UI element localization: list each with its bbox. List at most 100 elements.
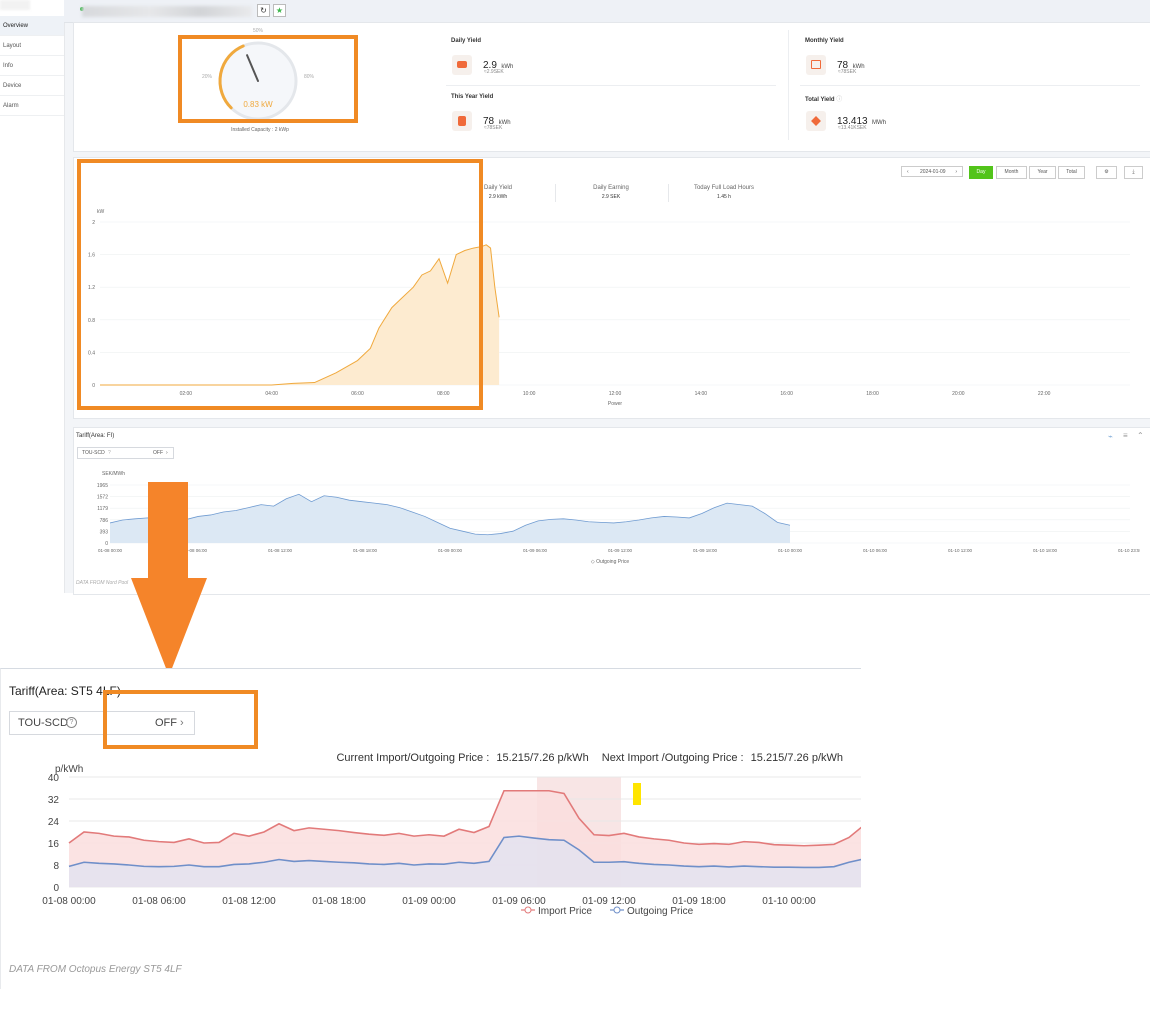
x-tick-label: 01-08 18:00 — [353, 548, 378, 553]
power-gauge: 50% 20% 80% 0.83 kW — [202, 28, 315, 121]
help-icon[interactable]: ? — [66, 717, 77, 728]
y-axis-label: kW — [97, 209, 105, 215]
y-tick-label: 8 — [53, 861, 59, 872]
sidebar-item-info[interactable]: Info — [0, 56, 64, 76]
logo — [0, 0, 30, 10]
sidebar-item-layout[interactable]: Layout — [0, 36, 64, 56]
outgoing-area — [69, 836, 861, 887]
gauge-tick-50: 50% — [253, 28, 264, 34]
series-line-outgoing — [68, 835, 861, 869]
list-icon[interactable]: ≡ — [1123, 431, 1128, 440]
kpi-divider — [446, 85, 776, 86]
total-button[interactable]: Total — [1058, 166, 1085, 179]
y-tick-label: 0 — [92, 383, 95, 389]
y-tick-label: 786 — [100, 518, 109, 524]
help-icon: ? — [108, 450, 111, 456]
date-value: 2024-01-09 — [920, 169, 946, 175]
y-tick-label: 0 — [105, 541, 108, 547]
x-tick-label: 06:00 — [351, 391, 364, 397]
price-summary: Current Import/Outgoing Price : 15.215/7… — [336, 752, 843, 764]
x-tick-label: 20:00 — [952, 391, 965, 397]
date-picker[interactable]: ‹ 2024-01-09 › — [901, 166, 963, 177]
daily-yield-value-wrap: 2.9 kWh — [483, 55, 513, 73]
x-tick-label: 01-09 06:00 — [523, 548, 548, 553]
y-tick-label: 1179 — [97, 506, 108, 512]
tou-state: OFF — [155, 717, 177, 729]
x-tick-label: 01-08 06:00 — [183, 548, 208, 553]
collapse-icon[interactable]: ⌃ — [1137, 431, 1144, 440]
star-icon[interactable]: ★ — [273, 4, 286, 17]
next-price-value: 15.215/7.26 p/kWh — [750, 752, 843, 764]
tariff-chart: p/kWh 0 8 16 24 32 40 01-08 00:00 01-08 06:00 01-… — [42, 764, 861, 917]
prev-date-icon[interactable]: ‹ — [907, 169, 909, 175]
year-yield-value-wrap: 78 kWh — [483, 111, 511, 129]
legend-outgoing-small: ◇ Outgoing Price — [591, 559, 630, 565]
y-tick-label: 1.6 — [88, 253, 95, 259]
series-line-outgoing-small — [109, 493, 791, 536]
daily-yield-unit: kWh — [501, 64, 514, 70]
total-yield-title-text: Total Yield — [805, 97, 835, 103]
power-area — [100, 244, 500, 385]
monthly-yield-title: Monthly Yield — [805, 38, 844, 44]
gauge-tick-20: 20% — [202, 74, 213, 80]
info-icon[interactable]: ⓘ — [836, 97, 843, 103]
x-tick-label: 04:00 — [265, 391, 278, 397]
x-tick-label: 01-09 06:00 — [492, 896, 546, 907]
gauge-needle — [246, 54, 259, 82]
total-yield-value: 13.413 — [837, 116, 868, 127]
sidebar-item-overview[interactable]: Overview — [0, 16, 64, 36]
month-button[interactable]: Month — [996, 166, 1027, 179]
year-yield-unit: kWh — [498, 120, 511, 126]
x-tick-label: 01-08 18:00 — [312, 896, 366, 907]
tariff-chart-small: SEK/MWh 0 393 786 1179 1572 1965 01-08 00:00 01-… — [97, 471, 1140, 565]
tou-scd-toggle[interactable]: TOU-SCD ? OFF › — [9, 711, 195, 735]
tou-label-small: TOU-SCD — [82, 450, 105, 456]
day-button[interactable]: Day — [969, 166, 993, 179]
download-icon[interactable]: ⤓ — [1124, 166, 1143, 179]
next-date-icon[interactable]: › — [955, 169, 957, 175]
y-tick-label: 2 — [92, 220, 95, 226]
legend-marker-import — [524, 906, 532, 914]
settings-icon[interactable]: ⚙ — [1096, 166, 1117, 179]
legend-marker-outgoing — [613, 906, 621, 914]
stat-divider — [555, 184, 556, 202]
stat-value-1: 2.9 SEK — [601, 194, 621, 200]
daily-yield-title: Daily Yield — [451, 38, 482, 44]
tou-label: TOU-SCD — [18, 717, 68, 729]
y-axis-label: p/kWh — [55, 764, 83, 775]
highlight-box-tou — [103, 690, 258, 749]
tou-state-small: OFF — [153, 450, 163, 456]
x-tick-label: 02:00 — [180, 391, 193, 397]
y-tick-label: 393 — [100, 529, 109, 535]
x-tick-label: 01-09 00:00 — [438, 548, 463, 553]
stat-label-1: Daily Earning — [593, 185, 629, 191]
highlight-box-gauge — [178, 35, 358, 123]
power-chart: kW 0 0.4 0.8 1.2 1.6 2 02:00 04:00 06:00 08:00 10:0… — [88, 209, 1130, 407]
x-tick-label: 01-08 00:00 — [98, 548, 123, 553]
cursor-marker — [633, 783, 641, 805]
x-tick-label: 01-10 18:00 — [1033, 548, 1058, 553]
current-price-label: Current Import/Outgoing Price : — [336, 752, 490, 764]
year-button[interactable]: Year — [1029, 166, 1056, 179]
legend-import: Import Price — [538, 906, 592, 917]
total-yield-icon — [806, 111, 826, 131]
stat-label-0: Daily Yield — [483, 185, 512, 191]
calendar-icon — [806, 55, 826, 75]
y-tick-label: 1.2 — [88, 285, 95, 291]
x-tick-label: 01-09 12:00 — [608, 548, 633, 553]
line-chart-icon[interactable]: ⌁ — [1108, 432, 1113, 441]
refresh-icon[interactable]: ↻ — [257, 4, 270, 17]
x-tick-label: 01-10 23:59 — [1118, 548, 1140, 553]
series-line-import — [68, 789, 861, 847]
tou-scd-toggle-small[interactable]: TOU-SCD ? OFF › — [77, 447, 174, 459]
highlight-box-power-chart — [77, 159, 483, 410]
sidebar-item-device[interactable]: Device — [0, 76, 64, 96]
tariff-title-small: Tariff(Area: FI) — [76, 433, 115, 439]
power-card — [73, 157, 1150, 419]
sidebar-item-alarm[interactable]: Alarm — [0, 96, 64, 116]
x-tick-label: 01-10 00:00 — [778, 548, 803, 553]
x-tick-label: 01-09 00:00 — [402, 896, 456, 907]
y-tick-label: 40 — [48, 773, 60, 784]
y-tick-label: 32 — [48, 795, 60, 806]
x-tick-label: 01-10 12:00 — [948, 548, 973, 553]
